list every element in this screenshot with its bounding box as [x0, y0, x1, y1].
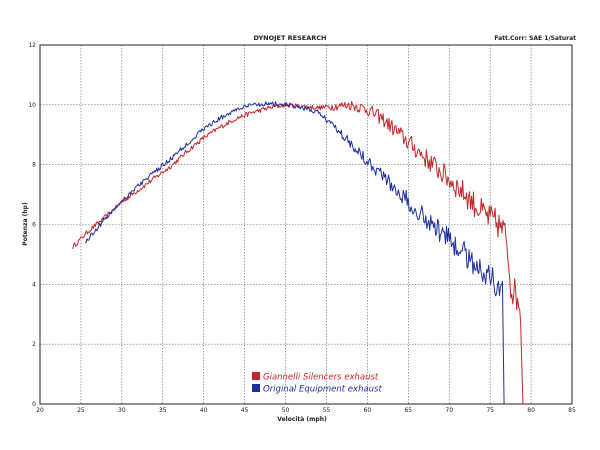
plot-frame — [39, 44, 573, 405]
x-tick-60: 60 — [364, 407, 372, 414]
y-tick-2: 2 — [32, 341, 36, 348]
y-tick-8: 8 — [32, 162, 36, 169]
legend-swatch-original — [252, 384, 260, 392]
x-axis-label: Velocità (mph) — [277, 416, 327, 423]
x-tick-55: 55 — [323, 407, 331, 414]
legend: Giannelli Silencers exhaust Original Equ… — [252, 372, 382, 395]
x-tick-30: 30 — [118, 407, 126, 414]
y-tick-6: 6 — [32, 222, 36, 229]
x-tick-40: 40 — [200, 407, 208, 414]
series-line-giannelli — [72, 100, 524, 405]
correction-factor-label: Fatt.Corr: SAE 1/Saturat — [494, 35, 576, 42]
chart-header-title: DYNOJET RESEARCH — [254, 34, 327, 42]
x-tick-75: 75 — [486, 407, 494, 414]
x-tick-20: 20 — [36, 407, 44, 414]
x-tick-80: 80 — [527, 407, 535, 414]
y-tick-labels: 0 2 4 6 8 10 12 — [28, 42, 36, 408]
y-tick-12: 12 — [28, 42, 36, 49]
x-tick-35: 35 — [159, 407, 167, 414]
y-tick-10: 10 — [28, 102, 36, 109]
y-tick-4: 4 — [32, 281, 36, 288]
legend-swatch-giannelli — [252, 372, 260, 380]
series-line-original — [84, 101, 505, 405]
legend-label-original: Original Equipment exhaust — [263, 385, 382, 395]
x-tick-70: 70 — [445, 407, 453, 414]
data-series — [72, 100, 524, 405]
x-tick-25: 25 — [77, 407, 85, 414]
x-tick-85: 85 — [568, 407, 576, 414]
y-axis-label: Potenza (hp) — [22, 202, 29, 246]
x-tick-50: 50 — [282, 407, 290, 414]
x-tick-45: 45 — [241, 407, 249, 414]
legend-label-giannelli: Giannelli Silencers exhaust — [263, 373, 379, 383]
y-tick-0: 0 — [32, 401, 36, 408]
x-tick-65: 65 — [404, 407, 412, 414]
x-tick-labels: 20 25 30 35 40 45 50 55 60 65 70 75 80 85 — [36, 407, 576, 414]
